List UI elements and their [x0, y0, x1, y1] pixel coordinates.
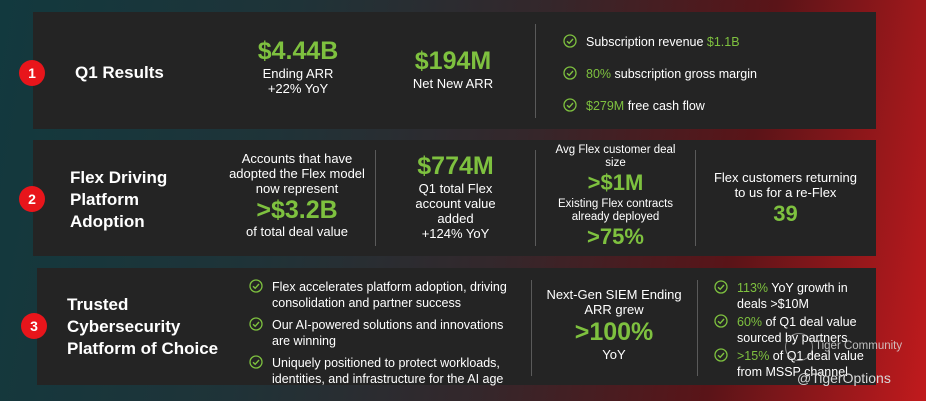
q1-results-panel [33, 12, 876, 129]
deployed-line: already deployed [571, 211, 660, 223]
deal-stats-list: 113% YoY growth in deals >$10M 60% of Q1 … [714, 280, 864, 380]
ending-arr-value: $4.44B [257, 37, 339, 65]
accounts-line: adopted the Flex model [229, 166, 365, 181]
stat-line: from MSSP channel [737, 365, 848, 379]
row2-divider-2 [535, 150, 536, 246]
watermark-handle: @TigerOptions [797, 370, 891, 386]
tiger-logo-icon [785, 333, 813, 361]
row2-divider-1 [375, 150, 376, 246]
bullet-text: free cash flow [624, 99, 705, 113]
accounts-line: Accounts that have [241, 151, 353, 166]
deployed-value: >75% [587, 224, 644, 249]
watermark-community: Tiger Community [815, 340, 903, 352]
q1-bullet-list: Subscription revenue $1.1B 80% subscript… [563, 34, 757, 114]
section-number-3: 3 [21, 313, 47, 339]
siem-line: ARR grew [584, 302, 644, 317]
accounts-suffix: of total deal value [246, 224, 348, 239]
deal-value: >$1M [587, 170, 644, 195]
bullet-line: Flex accelerates platform adoption, driv… [272, 280, 507, 294]
stat-line: deals >$10M [737, 297, 809, 311]
stat-line: of Q1 deal value [762, 315, 857, 329]
q1-bullet-subscription-revenue: Subscription revenue $1.1B [563, 34, 757, 50]
bullet-highlight: 80% [586, 67, 612, 81]
row3-divider-1 [531, 280, 532, 376]
deal-stat-item: 113% YoY growth in deals >$10M [714, 280, 864, 312]
tcv-value: $774M [417, 152, 494, 180]
trusted-bullet: Flex accelerates platform adoption, driv… [249, 279, 507, 311]
check-circle-icon [249, 279, 263, 293]
check-circle-icon [563, 66, 577, 80]
stat-line: YoY growth in [768, 281, 848, 295]
ending-arr-growth: +22% YoY [267, 81, 329, 96]
q1-results-title: Q1 Results [75, 63, 164, 82]
flex-adoption-title: Flex Driving Platform Adoption [70, 167, 167, 233]
net-new-arr-label: Net New ARR [412, 76, 494, 91]
q1-bullet-gross-margin: 80% subscription gross margin [563, 66, 757, 82]
bullet-line: are winning [272, 334, 336, 348]
row3-divider-2 [697, 280, 698, 376]
row2-divider-3 [695, 150, 696, 246]
trusted-platform-title: Trusted Cybersecurity Platform of Choice [67, 294, 218, 360]
accounts-value: >$3.2B [256, 196, 338, 224]
check-circle-icon [714, 314, 728, 328]
reflex-line: to us for a re-Flex [734, 185, 837, 200]
net-new-arr-block: $194M Net New ARR [388, 46, 518, 91]
tcv-line: account value [415, 196, 496, 211]
accounts-line: now represent [255, 181, 339, 196]
stat-highlight: 113% [737, 281, 769, 295]
siem-block: Next-Gen SIEM Ending ARR grew >100% YoY [538, 287, 690, 362]
flex-deal-size-block: Avg Flex customer deal size >$1M Existin… [543, 144, 688, 250]
check-circle-icon [714, 348, 728, 362]
tcv-growth: +124% YoY [421, 226, 490, 241]
ending-arr-block: $4.44B Ending ARR +22% YoY [228, 36, 368, 96]
flex-adoption-panel [33, 140, 876, 256]
bullet-line: consolidation and partner success [272, 296, 462, 310]
title-line: Flex Driving [70, 168, 168, 187]
row1-divider [535, 24, 536, 118]
deal-line: Avg Flex customer deal [555, 144, 676, 156]
section-number-1: 1 [19, 60, 45, 86]
title-line: Platform of Choice [67, 339, 219, 358]
check-circle-icon [563, 98, 577, 112]
bullet-line: Our AI-powered solutions and innovations [272, 318, 504, 332]
trusted-bullet-list: Flex accelerates platform adoption, driv… [249, 279, 507, 387]
net-new-arr-value: $194M [414, 47, 492, 75]
trusted-platform-panel [37, 268, 876, 385]
deal-line: size [605, 157, 626, 169]
trusted-bullet: Uniquely positioned to protect workloads… [249, 355, 507, 387]
stat-highlight: 60% [737, 315, 763, 329]
check-circle-icon [249, 317, 263, 331]
tcv-line: added [437, 211, 474, 226]
siem-suffix: YoY [602, 347, 626, 362]
q1-bullet-free-cash-flow: $279M free cash flow [563, 98, 757, 114]
bullet-line: Uniquely positioned to protect workloads… [272, 356, 500, 370]
reflex-value: 39 [773, 201, 798, 226]
bullet-line: identities, and infrastructure for the A… [272, 372, 504, 386]
ending-arr-label: Ending ARR [262, 66, 334, 81]
bullet-highlight: $279M [586, 99, 625, 113]
stat-highlight: >15% [737, 349, 770, 363]
section-number-2: 2 [19, 186, 45, 212]
check-circle-icon [249, 355, 263, 369]
flex-accounts-block: Accounts that have adopted the Flex mode… [217, 151, 377, 239]
title-line: Platform [70, 190, 139, 209]
title-line: Trusted [67, 295, 129, 314]
bullet-text: subscription gross margin [611, 67, 757, 81]
siem-value: >100% [574, 318, 654, 346]
title-line: Adoption [70, 212, 145, 231]
check-circle-icon [714, 280, 728, 294]
check-circle-icon [563, 34, 577, 48]
reflex-line: Flex customers returning [713, 170, 858, 185]
bullet-highlight: $1.1B [706, 35, 740, 49]
flex-tcv-block: $774M Q1 total Flex account value added … [383, 151, 528, 241]
tcv-line: Q1 total Flex [418, 181, 493, 196]
deployed-line: Existing Flex contracts [557, 198, 674, 210]
bullet-text: Subscription revenue [586, 35, 707, 49]
title-line: Cybersecurity [67, 317, 181, 336]
trusted-bullet: Our AI-powered solutions and innovations… [249, 317, 507, 349]
siem-line: Next-Gen SIEM Ending [546, 287, 682, 302]
reflex-block: Flex customers returning to us for a re-… [703, 170, 868, 228]
